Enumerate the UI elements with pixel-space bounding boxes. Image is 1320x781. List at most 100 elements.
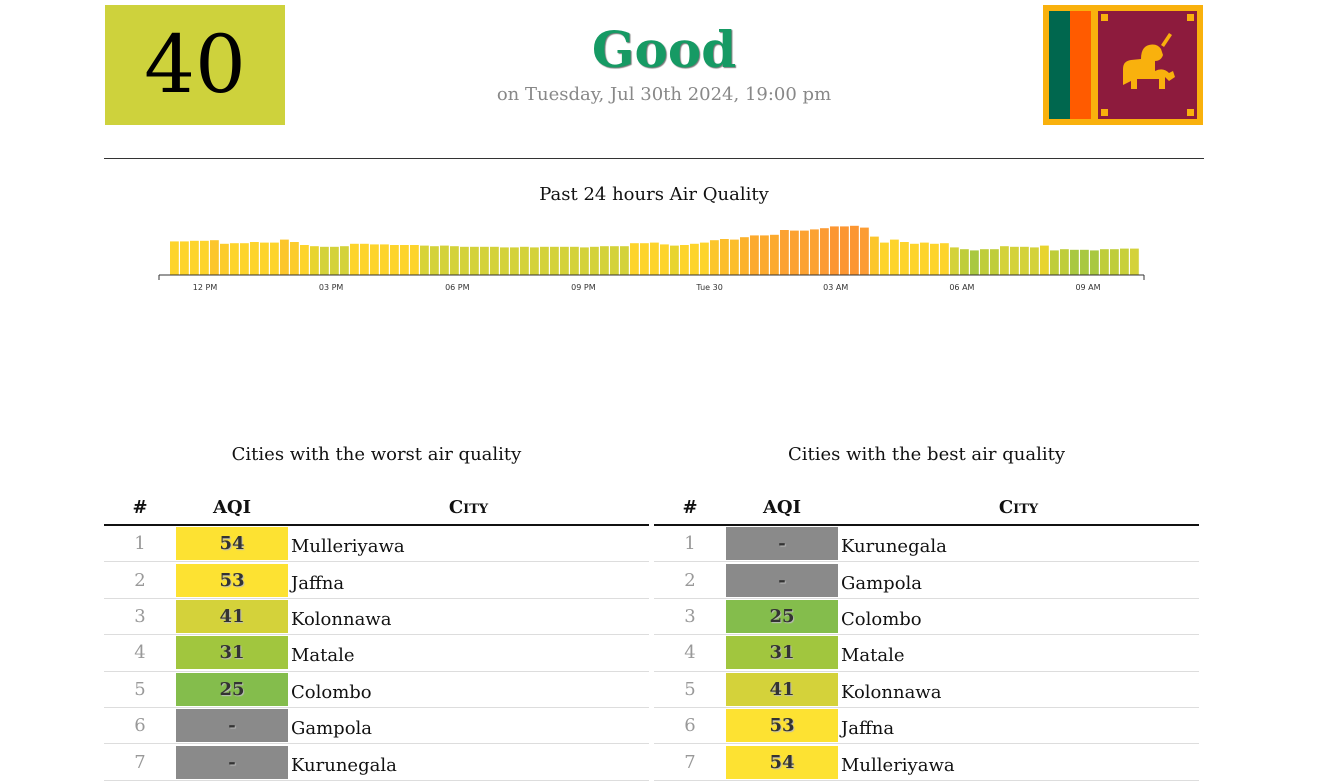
chart-bar[interactable] xyxy=(920,242,929,275)
chart-bar[interactable] xyxy=(420,245,429,275)
table-row[interactable]: 1 54 Mulleriyawa xyxy=(104,526,649,563)
chart-bar[interactable] xyxy=(510,247,519,275)
chart-bar[interactable] xyxy=(740,237,749,275)
chart-bar[interactable] xyxy=(990,249,999,275)
chart-bar[interactable] xyxy=(830,226,839,275)
chart-bar[interactable] xyxy=(490,246,499,275)
chart-bar[interactable] xyxy=(390,245,399,275)
table-row[interactable]: 5 41 Kolonnawa xyxy=(654,672,1199,708)
chart-bar[interactable] xyxy=(1030,247,1039,275)
chart-bar[interactable] xyxy=(700,242,709,275)
chart-bar[interactable] xyxy=(300,245,309,275)
chart-bar[interactable] xyxy=(240,243,249,275)
chart-bar[interactable] xyxy=(270,242,279,275)
city-link[interactable]: Matale xyxy=(841,645,905,667)
chart-bar[interactable] xyxy=(640,243,649,275)
chart-bar[interactable] xyxy=(1080,249,1089,275)
chart-bar[interactable] xyxy=(540,246,549,275)
chart-bar[interactable] xyxy=(520,246,529,275)
city-link[interactable]: Kolonnawa xyxy=(291,608,392,630)
chart-bar[interactable] xyxy=(750,235,759,275)
chart-bar[interactable] xyxy=(450,246,459,275)
chart-bar[interactable] xyxy=(380,244,389,275)
chart-bar[interactable] xyxy=(560,246,569,275)
city-link[interactable]: Gampola xyxy=(291,718,373,740)
chart-bar[interactable] xyxy=(480,246,489,275)
chart-bar[interactable] xyxy=(470,246,479,275)
chart-bar[interactable] xyxy=(1020,246,1029,275)
city-link[interactable]: Colombo xyxy=(291,681,372,703)
chart-bar[interactable] xyxy=(950,247,959,275)
chart-bar[interactable] xyxy=(220,243,229,275)
city-link[interactable]: Matale xyxy=(291,645,355,667)
table-row[interactable]: 5 25 Colombo xyxy=(104,672,649,708)
chart-bar[interactable] xyxy=(960,249,969,275)
chart-bar[interactable] xyxy=(460,246,469,275)
chart-bar[interactable] xyxy=(400,245,409,275)
chart-bar[interactable] xyxy=(180,241,189,275)
chart-bar[interactable] xyxy=(810,229,819,275)
chart-bar[interactable] xyxy=(880,242,889,275)
chart-bar[interactable] xyxy=(350,243,359,275)
chart-bar[interactable] xyxy=(660,244,669,275)
table-row[interactable]: 7 54 Mulleriyawa xyxy=(654,744,1199,781)
city-link[interactable]: Kolonnawa xyxy=(841,681,942,703)
chart-bar[interactable] xyxy=(340,246,349,275)
chart-bar[interactable] xyxy=(570,246,579,275)
city-link[interactable]: Kurunegala xyxy=(841,536,947,558)
chart-bar[interactable] xyxy=(1070,249,1079,275)
chart-bar[interactable] xyxy=(1110,249,1119,275)
chart-bar[interactable] xyxy=(860,227,869,275)
chart-bar[interactable] xyxy=(610,246,619,275)
chart-bar[interactable] xyxy=(330,246,339,275)
chart-bar[interactable] xyxy=(1130,248,1139,275)
table-row[interactable]: 3 25 Colombo xyxy=(654,599,1199,636)
table-row[interactable]: 7 - Kurunegala xyxy=(104,744,649,781)
chart-bar[interactable] xyxy=(890,239,899,275)
table-row[interactable]: 4 31 Matale xyxy=(654,635,1199,672)
chart-bar[interactable] xyxy=(290,242,299,275)
table-row[interactable]: 6 - Gampola xyxy=(104,708,649,745)
chart-bar[interactable] xyxy=(840,226,849,275)
chart-bar[interactable] xyxy=(670,245,679,275)
chart-bar[interactable] xyxy=(930,243,939,275)
chart-bar[interactable] xyxy=(310,246,319,275)
chart-bar[interactable] xyxy=(800,230,809,275)
city-link[interactable]: Kurunegala xyxy=(291,754,397,776)
chart-bar[interactable] xyxy=(910,243,919,275)
chart-bar[interactable] xyxy=(970,250,979,275)
chart-bar[interactable] xyxy=(170,241,179,275)
chart-bar[interactable] xyxy=(230,243,239,275)
chart-bar[interactable] xyxy=(260,242,269,275)
chart-bar[interactable] xyxy=(370,244,379,275)
table-row[interactable]: 2 - Gampola xyxy=(654,562,1199,599)
chart-bar[interactable] xyxy=(780,230,789,275)
chart-bar[interactable] xyxy=(1000,246,1009,275)
chart-bar[interactable] xyxy=(760,235,769,275)
table-row[interactable]: 2 53 Jaffna xyxy=(104,562,649,599)
chart-bar[interactable] xyxy=(360,243,369,275)
chart-bar[interactable] xyxy=(1060,249,1069,275)
city-link[interactable]: Jaffna xyxy=(291,572,345,594)
chart-bar[interactable] xyxy=(870,236,879,275)
chart-bar[interactable] xyxy=(710,240,719,275)
chart-bar[interactable] xyxy=(250,242,259,275)
chart-bar[interactable] xyxy=(600,246,609,275)
chart-bar[interactable] xyxy=(820,228,829,275)
chart-bar[interactable] xyxy=(430,246,439,275)
chart-bar[interactable] xyxy=(210,240,219,275)
chart-bar[interactable] xyxy=(790,230,799,275)
chart-bar[interactable] xyxy=(850,225,859,275)
chart-bar[interactable] xyxy=(1050,250,1059,275)
chart-bar[interactable] xyxy=(280,239,289,275)
chart-bar[interactable] xyxy=(680,245,689,275)
chart-bar[interactable] xyxy=(580,247,589,275)
chart-bar[interactable] xyxy=(770,234,779,275)
chart-bar[interactable] xyxy=(690,243,699,275)
city-link[interactable]: Mulleriyawa xyxy=(841,754,955,776)
table-row[interactable]: 1 - Kurunegala xyxy=(654,526,1199,563)
chart-bar[interactable] xyxy=(720,239,729,275)
table-row[interactable]: 3 41 Kolonnawa xyxy=(104,599,649,636)
city-link[interactable]: Mulleriyawa xyxy=(291,536,405,558)
city-link[interactable]: Jaffna xyxy=(841,718,895,740)
